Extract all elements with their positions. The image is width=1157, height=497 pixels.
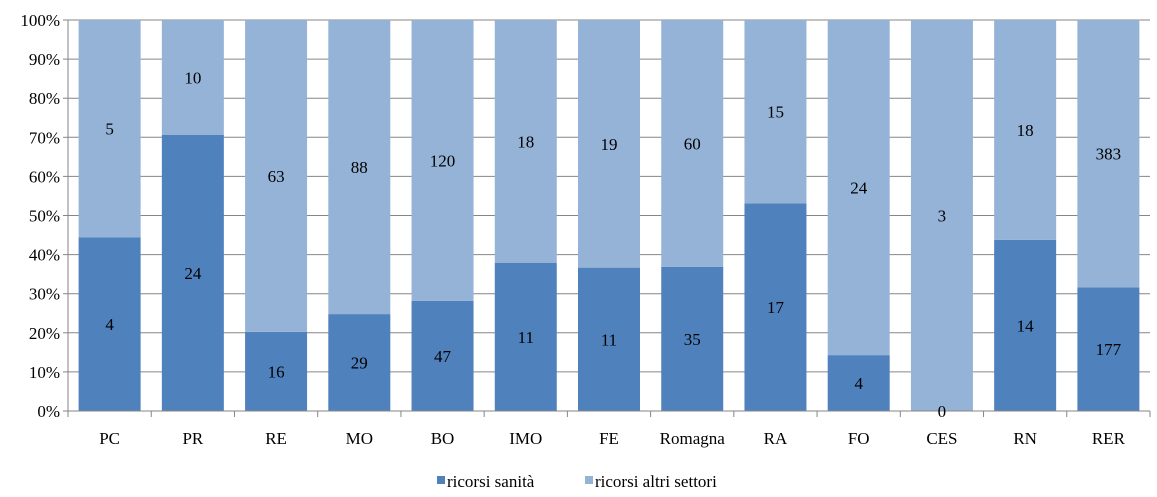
x-category-label: FO <box>848 429 870 448</box>
data-label: 16 <box>268 362 285 381</box>
x-category-label: IMO <box>509 429 542 448</box>
data-label: 15 <box>767 103 784 122</box>
data-label: 18 <box>517 132 534 151</box>
data-label: 63 <box>268 167 285 186</box>
bar-segment <box>328 314 391 411</box>
y-tick-label: 40% <box>29 246 60 265</box>
bar-segment <box>161 20 224 135</box>
x-category-label: PR <box>182 429 203 448</box>
bar-segment <box>411 20 474 301</box>
y-tick-label: 0% <box>37 402 60 421</box>
bar-segment <box>827 20 890 356</box>
y-tick-label: 20% <box>29 324 60 343</box>
x-category-label: RN <box>1013 429 1037 448</box>
data-label: 11 <box>518 328 534 347</box>
bar-segment <box>411 300 474 411</box>
data-label: 383 <box>1096 145 1122 164</box>
data-label: 18 <box>1017 121 1034 140</box>
data-label: 35 <box>684 330 701 349</box>
x-category-label: Romagna <box>660 429 726 448</box>
data-label: 88 <box>351 158 368 177</box>
data-label: 14 <box>1017 316 1035 335</box>
bar-segment <box>1077 20 1140 288</box>
x-category-label: CES <box>926 429 957 448</box>
data-label: 4 <box>105 315 114 334</box>
data-label: 19 <box>601 135 618 154</box>
y-tick-label: 90% <box>29 50 60 69</box>
y-tick-label: 100% <box>20 11 60 30</box>
data-label: 24 <box>184 264 202 283</box>
y-tick-label: 10% <box>29 363 60 382</box>
bar-segment <box>78 20 141 238</box>
bar-segment <box>994 20 1057 240</box>
bar-segment <box>245 331 308 411</box>
bar-segment <box>1077 287 1140 411</box>
x-category-labels: PC PR RE MO BO IMO FE Romagna RA FO CES RN RER <box>99 429 1125 448</box>
x-category-label: RE <box>265 429 287 448</box>
data-labels: 4 5 24 10 16 63 29 88 47 120 11 18 11 19 35 60 17 15 4 24 0 3… <box>105 69 1121 422</box>
bar-segment <box>78 237 141 411</box>
y-tick-labels: 0% 10% 20% 30% 40% 50% 60% 70% 80% 90% 100% <box>20 11 60 421</box>
data-label: 24 <box>850 179 868 198</box>
x-category-label: BO <box>431 429 455 448</box>
bar-segment <box>910 20 973 411</box>
legend-label: ricorsi sanità <box>447 472 535 491</box>
data-label: 60 <box>684 134 701 153</box>
data-label: 29 <box>351 354 368 373</box>
x-category-label: FE <box>599 429 619 448</box>
data-label: 11 <box>601 330 617 349</box>
bar-segment <box>494 20 557 263</box>
legend-swatch <box>585 476 593 484</box>
bar-segment <box>494 262 557 411</box>
data-label: 10 <box>184 69 201 88</box>
y-tick-label: 30% <box>29 285 60 304</box>
x-category-label: MO <box>346 429 373 448</box>
y-tick-label: 80% <box>29 89 60 108</box>
bar-segment <box>661 266 724 411</box>
bar-segment <box>578 20 640 268</box>
bar-segment <box>994 239 1057 411</box>
y-tick-label: 50% <box>29 207 60 226</box>
data-label: 47 <box>434 347 452 366</box>
bar-segment <box>328 20 391 315</box>
axes <box>63 19 1151 417</box>
bar-segment <box>827 355 890 411</box>
data-label: 4 <box>854 374 863 393</box>
legend-label: ricorsi altri settori <box>595 472 717 491</box>
data-label: 0 <box>938 402 947 421</box>
legend-swatch <box>437 476 445 484</box>
y-tick-label: 60% <box>29 167 60 186</box>
data-label: 5 <box>105 120 114 139</box>
bar-segment <box>161 135 224 411</box>
data-label: 17 <box>767 298 785 317</box>
legend: ricorsi sanità ricorsi altri settori <box>437 472 717 491</box>
data-label: 120 <box>430 151 456 170</box>
x-category-label: RER <box>1092 429 1126 448</box>
bars <box>78 20 1140 411</box>
x-category-label: RA <box>764 429 788 448</box>
bar-segment <box>245 20 308 332</box>
bar-segment <box>744 20 807 204</box>
y-tick-label: 70% <box>29 128 60 147</box>
bar-segment <box>744 203 807 411</box>
x-category-label: PC <box>99 429 120 448</box>
bar-segment <box>661 20 724 267</box>
bar-segment <box>578 267 640 411</box>
data-label: 3 <box>938 207 947 226</box>
data-label: 177 <box>1096 340 1122 359</box>
